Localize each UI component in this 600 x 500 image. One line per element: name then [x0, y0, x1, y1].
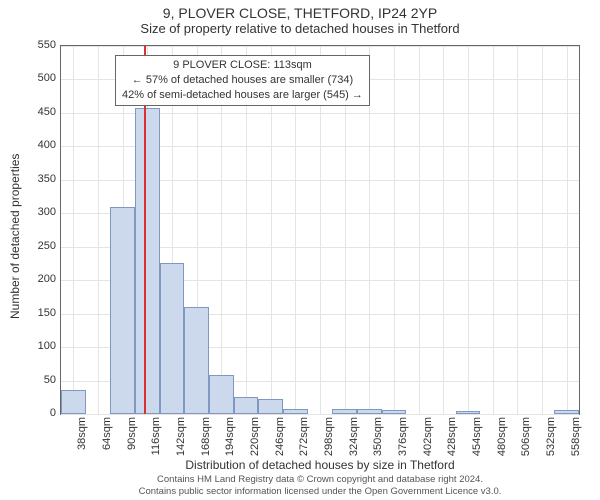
title-line-2: Size of property relative to detached ho… — [0, 21, 600, 38]
x-tick-label: 558sqm — [570, 417, 582, 456]
x-tick-label: 90sqm — [126, 417, 138, 450]
gridline-h — [61, 414, 579, 415]
x-axis-label: Distribution of detached houses by size … — [60, 458, 580, 472]
histogram-bar — [209, 375, 234, 414]
x-tick-label: 142sqm — [175, 417, 187, 456]
x-tick-label: 454sqm — [471, 417, 483, 456]
gridline-h — [61, 46, 579, 47]
y-tick-label: 100 — [16, 340, 56, 352]
gridline-v — [98, 46, 99, 414]
histogram-bar — [554, 410, 579, 414]
x-tick-label: 350sqm — [372, 417, 384, 456]
y-tick-label: 300 — [16, 206, 56, 218]
x-tick-label: 168sqm — [200, 417, 212, 456]
gridline-v — [542, 46, 543, 414]
histogram-bar — [382, 410, 407, 414]
gridline-v — [567, 46, 568, 414]
footer-attribution: Contains HM Land Registry data © Crown c… — [60, 474, 580, 498]
infobox-line-3: 42% of semi-detached houses are larger (… — [122, 88, 363, 103]
x-tick-label: 376sqm — [397, 417, 409, 456]
y-tick-label: 250 — [16, 240, 56, 252]
gridline-v — [517, 46, 518, 414]
x-tick-label: 532sqm — [545, 417, 557, 456]
marker-info-box: 9 PLOVER CLOSE: 113sqm ← 57% of detached… — [115, 55, 370, 106]
x-tick-label: 64sqm — [101, 417, 113, 450]
gridline-v — [73, 46, 74, 414]
y-tick-label: 350 — [16, 173, 56, 185]
histogram-bar — [160, 263, 185, 414]
y-tick-label: 150 — [16, 307, 56, 319]
title-line-1: 9, PLOVER CLOSE, THETFORD, IP24 2YP — [0, 0, 600, 21]
histogram-bar — [332, 409, 357, 414]
histogram-bar — [61, 390, 86, 414]
gridline-v — [419, 46, 420, 414]
x-tick-label: 402sqm — [422, 417, 434, 456]
y-tick-label: 50 — [16, 374, 56, 386]
y-tick-label: 450 — [16, 106, 56, 118]
x-tick-label: 38sqm — [76, 417, 88, 450]
x-tick-label: 116sqm — [150, 417, 162, 455]
x-tick-label: 480sqm — [496, 417, 508, 456]
footer-line-1: Contains HM Land Registry data © Crown c… — [60, 474, 580, 486]
gridline-v — [443, 46, 444, 414]
histogram-bar — [456, 411, 481, 414]
histogram-bar — [110, 207, 135, 414]
y-tick-label: 200 — [16, 273, 56, 285]
x-tick-label: 220sqm — [249, 417, 261, 456]
x-tick-label: 194sqm — [224, 417, 236, 456]
gridline-v — [394, 46, 395, 414]
histogram-bar — [283, 409, 308, 414]
y-tick-label: 550 — [16, 39, 56, 51]
infobox-line-2: ← 57% of detached houses are smaller (73… — [122, 73, 363, 88]
y-tick-label: 400 — [16, 139, 56, 151]
histogram-bar — [357, 409, 382, 414]
footer-line-2: Contains public sector information licen… — [60, 486, 580, 498]
histogram-bar — [258, 399, 283, 414]
x-tick-label: 272sqm — [298, 417, 310, 456]
infobox-line-1: 9 PLOVER CLOSE: 113sqm — [122, 58, 363, 73]
x-tick-label: 428sqm — [446, 417, 458, 456]
x-tick-label: 298sqm — [323, 417, 335, 456]
x-tick-label: 246sqm — [274, 417, 286, 456]
x-tick-label: 324sqm — [348, 417, 360, 456]
gridline-v — [468, 46, 469, 414]
y-tick-label: 500 — [16, 72, 56, 84]
gridline-v — [493, 46, 494, 414]
x-tick-label: 506sqm — [520, 417, 532, 456]
histogram-bar — [234, 397, 259, 414]
histogram-bar — [184, 307, 209, 414]
histogram-bar — [135, 108, 160, 414]
y-tick-label: 0 — [16, 407, 56, 419]
